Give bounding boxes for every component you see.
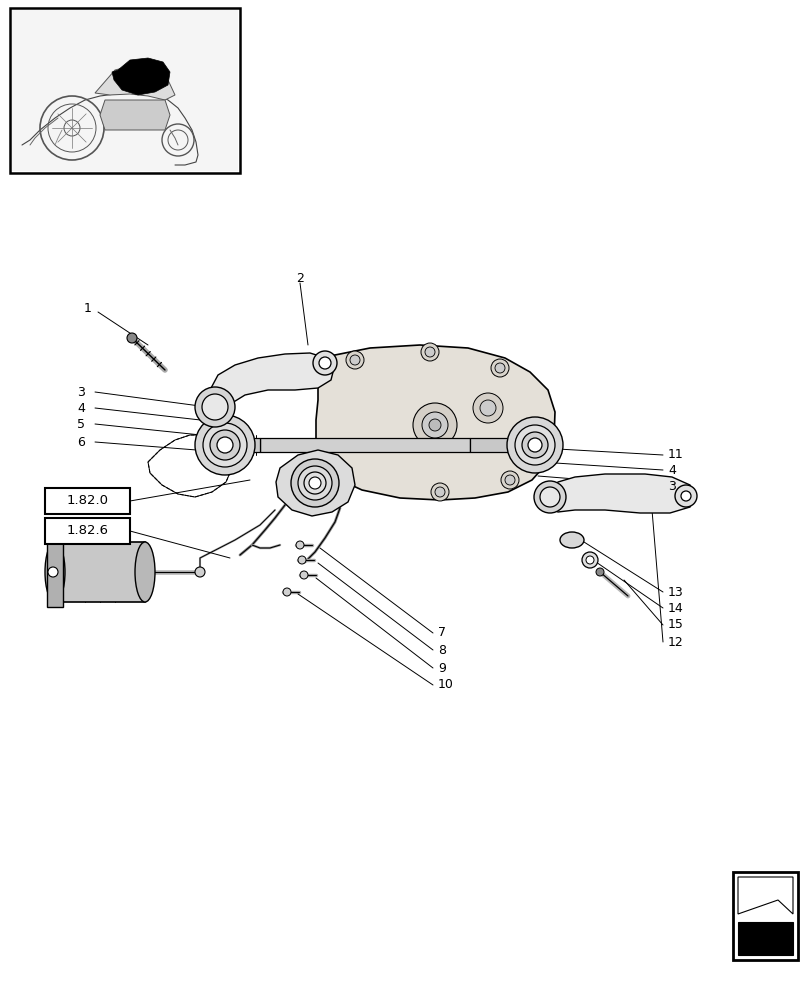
Circle shape	[500, 471, 518, 489]
Text: 5: 5	[77, 418, 85, 430]
Polygon shape	[100, 100, 169, 130]
Polygon shape	[737, 922, 792, 955]
Ellipse shape	[539, 487, 560, 507]
Text: 1.82.0: 1.82.0	[67, 494, 109, 508]
Circle shape	[312, 351, 337, 375]
Circle shape	[298, 556, 306, 564]
Circle shape	[333, 471, 350, 489]
Polygon shape	[315, 345, 554, 500]
Text: 8: 8	[437, 644, 445, 656]
Circle shape	[504, 475, 514, 485]
Polygon shape	[737, 877, 792, 914]
Circle shape	[422, 412, 448, 438]
Bar	[45, 488, 130, 514]
Polygon shape	[95, 65, 175, 100]
Ellipse shape	[540, 438, 554, 452]
Ellipse shape	[195, 415, 255, 475]
Text: 15: 15	[667, 618, 683, 632]
Text: 12: 12	[667, 636, 683, 648]
Circle shape	[420, 343, 439, 361]
Bar	[732, 872, 797, 960]
Circle shape	[283, 588, 290, 596]
Ellipse shape	[217, 437, 233, 453]
Ellipse shape	[534, 481, 565, 513]
Circle shape	[680, 491, 690, 501]
Polygon shape	[112, 58, 169, 95]
Text: 1.82.6: 1.82.6	[67, 524, 109, 538]
Ellipse shape	[527, 438, 541, 452]
Polygon shape	[276, 450, 354, 516]
Ellipse shape	[208, 438, 221, 452]
Bar	[470, 438, 547, 452]
Ellipse shape	[135, 542, 155, 602]
Ellipse shape	[195, 387, 234, 427]
Text: 10: 10	[437, 678, 453, 692]
Ellipse shape	[202, 394, 228, 420]
Circle shape	[48, 567, 58, 577]
Circle shape	[350, 355, 359, 365]
Circle shape	[195, 567, 204, 577]
Ellipse shape	[303, 472, 325, 494]
Polygon shape	[543, 474, 693, 513]
Ellipse shape	[210, 430, 240, 460]
Ellipse shape	[506, 417, 562, 473]
Text: 1: 1	[84, 302, 92, 314]
Circle shape	[674, 485, 696, 507]
Text: 3: 3	[667, 480, 675, 492]
Text: 4: 4	[667, 464, 675, 477]
Circle shape	[479, 400, 496, 416]
Bar	[12, 10, 238, 171]
Bar	[47, 537, 63, 607]
Ellipse shape	[290, 459, 338, 507]
Bar	[10, 8, 240, 173]
Text: 11: 11	[667, 448, 683, 462]
Text: 13: 13	[667, 585, 683, 598]
Text: 14: 14	[667, 601, 683, 614]
Circle shape	[473, 393, 502, 423]
Text: 7: 7	[437, 626, 445, 640]
Ellipse shape	[203, 423, 247, 467]
Circle shape	[491, 359, 508, 377]
Ellipse shape	[521, 432, 547, 458]
Ellipse shape	[309, 477, 320, 489]
Circle shape	[319, 357, 331, 369]
Circle shape	[581, 552, 597, 568]
Text: 4: 4	[77, 401, 85, 414]
Bar	[215, 438, 260, 452]
Ellipse shape	[298, 466, 332, 500]
Bar	[45, 518, 130, 544]
Circle shape	[586, 556, 594, 564]
Circle shape	[431, 483, 448, 501]
Circle shape	[345, 351, 363, 369]
Ellipse shape	[514, 425, 554, 465]
Circle shape	[299, 571, 307, 579]
Bar	[260, 438, 470, 452]
Circle shape	[413, 403, 457, 447]
Text: 6: 6	[77, 436, 85, 448]
Text: 9: 9	[437, 662, 445, 674]
Circle shape	[428, 419, 440, 431]
Circle shape	[337, 475, 346, 485]
Ellipse shape	[560, 532, 583, 548]
Circle shape	[595, 568, 603, 576]
Text: 2: 2	[296, 271, 303, 284]
Circle shape	[495, 363, 504, 373]
Text: 3: 3	[77, 385, 85, 398]
Circle shape	[127, 333, 137, 343]
Circle shape	[435, 487, 444, 497]
Circle shape	[296, 541, 303, 549]
Bar	[55, 542, 145, 602]
Ellipse shape	[45, 542, 65, 602]
Polygon shape	[207, 353, 333, 420]
Circle shape	[424, 347, 435, 357]
